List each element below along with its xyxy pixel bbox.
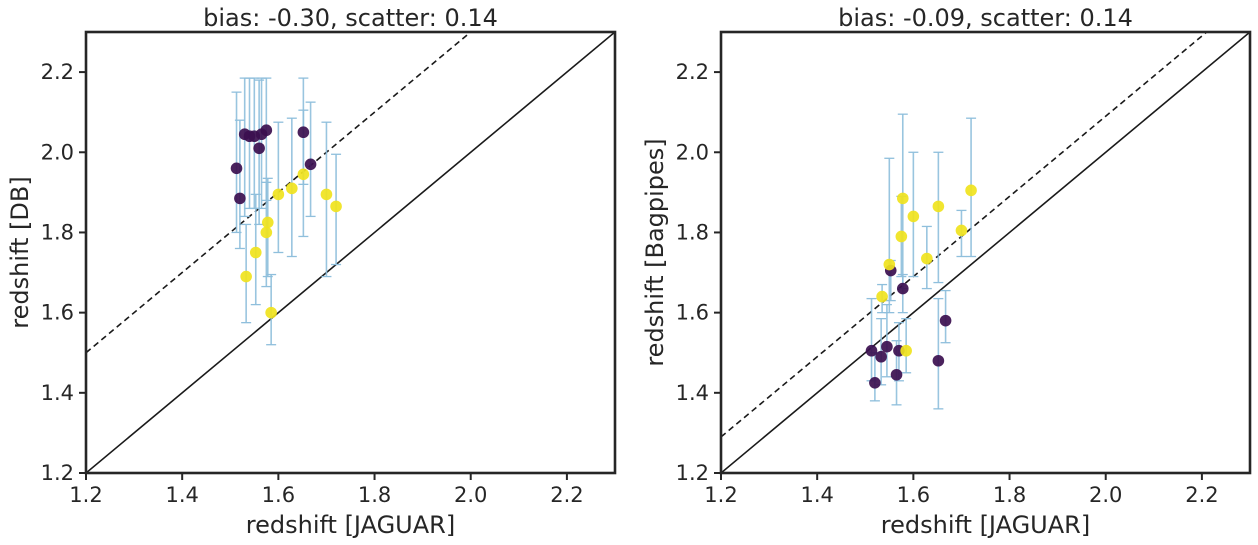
x-tick-label: 1.2 <box>704 483 737 507</box>
x-tick-label: 1.4 <box>165 483 198 507</box>
x-tick-label: 2.0 <box>1089 483 1122 507</box>
data-point <box>260 226 273 239</box>
x-tick-label: 2.0 <box>454 483 487 507</box>
data-point <box>297 168 310 181</box>
data-point <box>261 216 274 229</box>
axes-frame <box>84 30 617 475</box>
data-point <box>330 200 342 213</box>
data-point <box>932 200 945 213</box>
data-point <box>320 188 333 201</box>
data-point <box>234 192 246 205</box>
data-point <box>896 192 909 205</box>
data-point <box>286 182 298 195</box>
y-tick-label: 2.0 <box>41 140 74 164</box>
y-tick-label: 1.2 <box>41 461 74 485</box>
data-point <box>907 210 920 223</box>
x-tick-label: 1.6 <box>262 483 295 507</box>
y-tick-label: 1.6 <box>676 301 709 325</box>
x-tick-label: 1.6 <box>897 483 930 507</box>
data-point <box>260 124 273 137</box>
data-point <box>883 258 896 271</box>
data-point <box>939 314 952 327</box>
left-scatter-panel: 1.2 1.4 1.6 1.8 2.0 2.2 1.2 1.4 1.6 1.8 2.0 2.2 bias… <box>6 4 617 539</box>
chart-title: bias: -0.09, scatter: 0.14 <box>838 4 1133 32</box>
y-tick-label: 1.6 <box>41 301 74 325</box>
data-point <box>304 158 317 171</box>
x-tick-label: 1.8 <box>993 483 1026 507</box>
x-tick-label: 1.8 <box>358 483 391 507</box>
y-tick-label: 1.4 <box>41 381 74 405</box>
y-tick-label: 2.2 <box>41 60 74 84</box>
bias-offset-line <box>721 32 1208 438</box>
x-axis-label: redshift [JAGUAR] <box>881 511 1090 539</box>
data-point <box>230 162 243 175</box>
data-point <box>869 376 881 389</box>
data-point <box>900 344 912 357</box>
data-point <box>865 344 878 357</box>
axes-frame <box>719 30 1252 475</box>
plot-area <box>86 32 615 473</box>
y-tick-label: 1.8 <box>41 220 74 244</box>
plot-area <box>721 32 1250 473</box>
x-axis-label: redshift [JAGUAR] <box>246 511 455 539</box>
data-point <box>876 290 888 303</box>
x-tick-label: 2.2 <box>1185 483 1218 507</box>
data-point <box>895 230 908 243</box>
data-point <box>272 188 285 201</box>
data-point <box>890 368 903 381</box>
data-point <box>265 306 277 319</box>
y-axis-label: redshift [Bagpipes] <box>641 138 669 366</box>
y-tick-label: 1.2 <box>676 461 709 485</box>
data-point <box>249 246 262 259</box>
data-point <box>881 340 893 353</box>
chart-title: bias: -0.30, scatter: 0.14 <box>203 4 498 32</box>
y-tick-label: 2.0 <box>676 140 709 164</box>
y-tick-label: 1.8 <box>676 220 709 244</box>
y-tick-label: 2.2 <box>676 60 709 84</box>
data-point <box>965 184 977 197</box>
data-point <box>240 270 252 283</box>
bias-offset-line <box>86 32 472 354</box>
x-tick-label: 1.4 <box>800 483 833 507</box>
y-axis-label: redshift [DB] <box>6 176 34 328</box>
data-point <box>875 350 887 363</box>
data-point <box>297 126 310 139</box>
one-to-one-line <box>721 32 1250 473</box>
x-tick-label: 2.2 <box>550 483 583 507</box>
data-point <box>955 224 968 237</box>
y-tick-label: 1.4 <box>676 381 709 405</box>
data-point <box>896 282 909 295</box>
data-point <box>921 252 933 265</box>
data-point <box>932 354 945 367</box>
right-scatter-panel: 1.2 1.4 1.6 1.8 2.0 2.2 1.2 1.4 1.6 1.8 2.0 2.2 bias… <box>641 4 1252 539</box>
x-tick-label: 1.2 <box>69 483 102 507</box>
data-point <box>253 142 265 155</box>
one-to-one-line <box>86 32 615 473</box>
